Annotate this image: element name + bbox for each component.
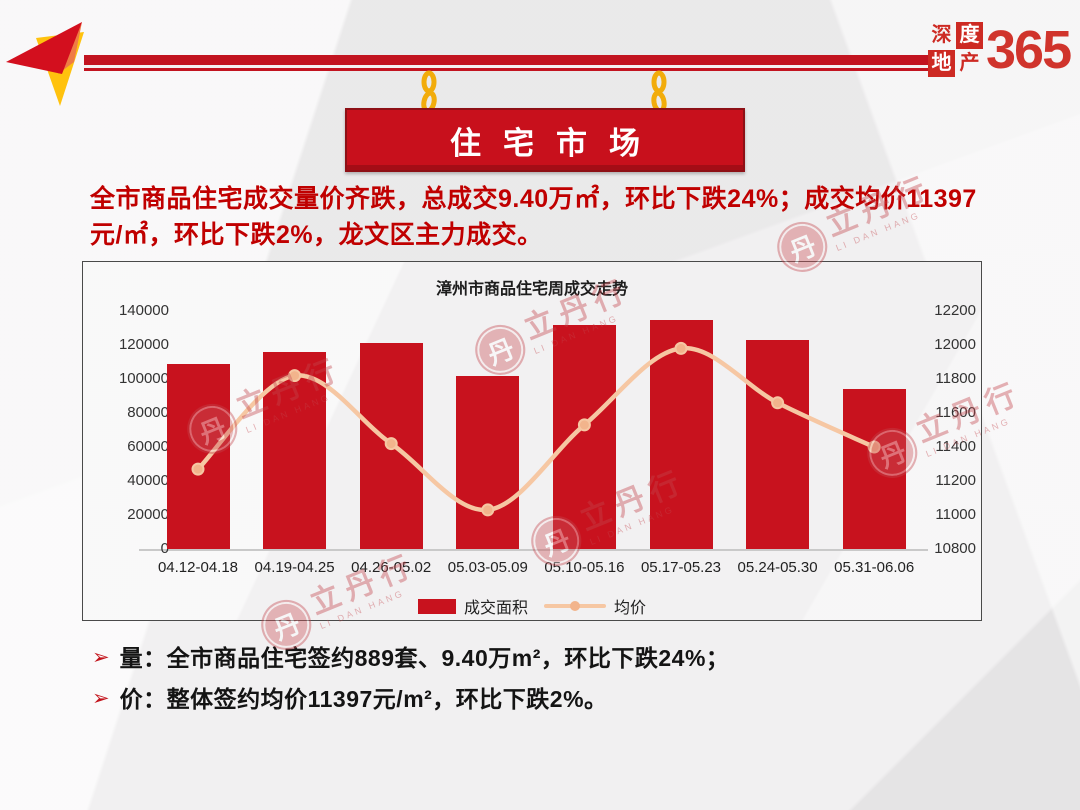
- x-axis-category-label: 05.03-05.09: [447, 559, 528, 576]
- right-axis-tick-label: 12200: [934, 302, 976, 319]
- bar-04.12-04.18: [166, 363, 230, 549]
- left-axis-tick-label: 80000: [127, 404, 169, 421]
- right-axis-tick-label: 11400: [935, 438, 976, 455]
- right-axis-tick-label: 11800: [935, 370, 976, 387]
- brand-logo-characters: 深 度 地 产: [928, 22, 983, 77]
- left-axis-tick-label: 0: [160, 540, 169, 557]
- right-axis-tick-label: 11000: [935, 506, 976, 523]
- chart-title: 漳州市商品住宅周成交走势: [435, 281, 628, 298]
- logo-number: 365: [986, 19, 1072, 80]
- bar-05.17-05.23: [649, 319, 713, 549]
- right-axis-tick-label: 12000: [934, 336, 976, 353]
- takeaway-item-1: ➢ 量：全市商品住宅签约889套、9.40万m²，环比下跌24%；: [92, 643, 729, 673]
- logo-char: 地: [928, 50, 955, 77]
- x-axis-category-label: 05.17-05.23: [640, 559, 722, 576]
- market-summary-text: 全市商品住宅成交量价齐跌，总成交9.40万㎡，环比下跌24%；成交均价11397…: [90, 185, 977, 249]
- logo-char: 深: [931, 24, 952, 46]
- key-takeaways-list: ➢ 量：全市商品住宅签约889套、9.40万m²，环比下跌24%； ➢ 价：整体签约均…: [92, 643, 729, 714]
- x-axis-category-label: 05.31-06.06: [834, 559, 915, 576]
- takeaway-text: 量：全市商品住宅签约889套、9.40万m²，环比下跌24%；: [119, 645, 730, 671]
- legend-item-area: 成交面积: [417, 594, 528, 618]
- arrow-bullet-icon: ➢: [92, 687, 110, 710]
- right-axis-tick-label: 11200: [935, 472, 976, 489]
- legend-line-swatch: [544, 601, 606, 611]
- section-title: 住宅市场: [450, 125, 662, 162]
- left-axis-tick-label: 40000: [127, 472, 169, 489]
- legend-label: 均价: [614, 600, 647, 617]
- bar-05.24-05.30: [746, 339, 810, 549]
- takeaway-item-2: ➢ 价：整体签约均价11397元/m²，环比下跌2%。: [92, 684, 729, 714]
- x-axis-category-label: 04.12-04.18: [157, 559, 239, 576]
- brand-logo: 深 度 地 产 365: [928, 19, 1072, 80]
- right-axis-tick-label: 11600: [935, 404, 976, 421]
- logo-char: 产: [959, 52, 980, 74]
- logo-char: 度: [956, 22, 983, 49]
- legend-bar-swatch: [417, 598, 456, 614]
- x-axis-category-label: 05.24-05.30: [737, 559, 818, 576]
- bar-05.10-05.16: [552, 324, 616, 549]
- paper-plane-arrow-icon: [6, 22, 84, 106]
- right-axis-tick-label: 10800: [934, 540, 976, 557]
- takeaway-text: 价：整体签约均价11397元/m²，环比下跌2%。: [119, 686, 608, 712]
- left-axis-tick-label: 100000: [118, 370, 169, 387]
- left-axis-tick-label: 140000: [118, 302, 169, 319]
- chart-legend: 成交面积 均价: [83, 594, 981, 618]
- section-title-banner: 住宅市场: [345, 108, 745, 172]
- header-rule-line: [84, 55, 929, 71]
- arrow-bullet-icon: ➢: [92, 646, 110, 669]
- x-axis-category-label: 04.19-04.25: [254, 559, 335, 576]
- left-axis-tick-label: 60000: [127, 438, 169, 455]
- legend-label: 成交面积: [463, 600, 528, 617]
- bar-05.03-05.09: [456, 375, 520, 549]
- bar-04.19-04.25: [263, 351, 327, 549]
- chart-panel: 漳州市商品住宅周成交走势 0 20000 40000 60000 80000 100000…: [82, 261, 982, 621]
- x-axis-line: [139, 549, 928, 551]
- bar-04.26-05.02: [359, 343, 423, 549]
- x-axis-category-label: 05.10-05.16: [544, 559, 625, 576]
- legend-item-price: 均价: [544, 594, 646, 618]
- left-axis-tick-label: 120000: [118, 336, 169, 353]
- x-axis-category-label: 04.26-05.02: [351, 559, 432, 576]
- left-axis-tick-label: 20000: [127, 506, 169, 523]
- bar-05.31-06.06: [842, 389, 906, 549]
